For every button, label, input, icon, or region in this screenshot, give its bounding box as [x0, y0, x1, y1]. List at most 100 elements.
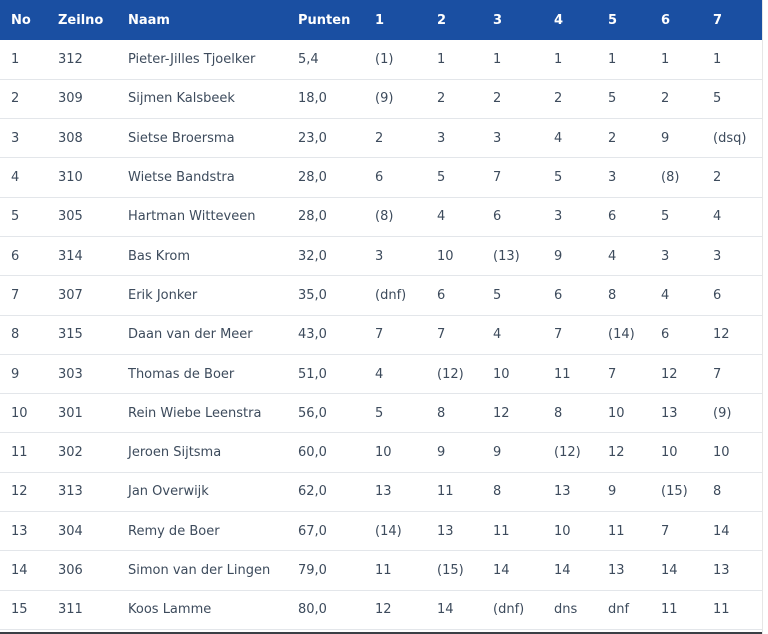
column-header-punten[interactable]: Punten	[298, 12, 351, 28]
cell-race-5: (14)	[608, 327, 635, 343]
cell-race-6: 14	[661, 563, 678, 578]
cell-no: 5	[11, 209, 20, 225]
cell-punten: 5,4	[298, 51, 319, 67]
cell-race-4: 1	[554, 51, 563, 67]
cell-race-2: 8	[437, 405, 446, 421]
cell-race-5: 7	[608, 366, 617, 382]
cell-race-2: 1	[437, 51, 446, 67]
cell-no: 1	[11, 51, 20, 67]
cell-race-2: 4	[437, 209, 446, 225]
cell-punten: 28,0	[298, 209, 327, 225]
cell-no: 4	[11, 170, 20, 186]
table-row: 11 302 Jeroen Sijtsma 60,0 10 9 9 (12) 12 10 10	[0, 433, 762, 473]
table-row: 8 315 Daan van der Meer 43,0 7 7 4 7 (14) 6 12	[0, 315, 762, 355]
cell-race-7: 6	[713, 287, 722, 303]
column-header-race-4[interactable]: 4	[554, 12, 564, 28]
cell-naam: Erik Jonker	[128, 287, 198, 303]
cell-race-7: 13	[713, 563, 730, 578]
cell-naam: Rein Wiebe Leenstra	[128, 405, 262, 421]
cell-race-5: 13	[608, 563, 625, 578]
cell-zeilno: 303	[58, 366, 83, 382]
cell-race-7: 2	[713, 170, 722, 186]
column-header-no[interactable]: No	[11, 12, 31, 28]
cell-no: 12	[11, 484, 28, 500]
column-header-race-6[interactable]: 6	[661, 12, 671, 28]
cell-race-7: (9)	[713, 405, 732, 421]
cell-race-7: 11	[713, 602, 730, 618]
cell-no: 15	[11, 602, 28, 618]
cell-race-5: 11	[608, 523, 625, 539]
cell-race-3: 14	[493, 563, 510, 578]
cell-race-6: 9	[661, 130, 670, 146]
cell-race-2: 5	[437, 170, 446, 186]
cell-zeilno: 301	[58, 405, 83, 421]
cell-punten: 51,0	[298, 366, 327, 382]
cell-zeilno: 315	[58, 327, 83, 343]
column-header-race-1[interactable]: 1	[375, 12, 385, 28]
cell-race-4: 13	[554, 484, 571, 500]
column-header-race-3[interactable]: 3	[493, 12, 503, 28]
cell-race-2: 11	[437, 484, 454, 500]
table-row: 12 313 Jan Overwijk 62,0 13 11 8 13 9 (15) 8	[0, 472, 762, 512]
cell-race-3: 10	[493, 366, 510, 382]
cell-race-2: (15)	[437, 563, 464, 578]
cell-race-7: 4	[713, 209, 722, 225]
cell-punten: 32,0	[298, 248, 327, 264]
cell-race-1: (14)	[375, 523, 402, 539]
cell-race-7: 3	[713, 248, 722, 264]
cell-race-4: (12)	[554, 445, 581, 461]
cell-naam: Koos Lamme	[128, 602, 212, 618]
cell-naam: Hartman Witteveen	[128, 209, 256, 225]
cell-race-3: 7	[493, 170, 502, 186]
cell-no: 13	[11, 523, 28, 539]
cell-race-5: dnf	[608, 602, 630, 618]
cell-punten: 67,0	[298, 523, 327, 539]
cell-no: 7	[11, 287, 20, 303]
cell-race-6: (15)	[661, 484, 688, 500]
cell-race-3: 11	[493, 523, 510, 539]
cell-punten: 23,0	[298, 130, 327, 146]
cell-race-3: 3	[493, 130, 502, 146]
cell-race-5: 9	[608, 484, 617, 500]
cell-race-2: (12)	[437, 366, 464, 382]
cell-no: 9	[11, 366, 20, 382]
cell-race-1: (dnf)	[375, 287, 407, 303]
table-row: 14 306 Simon van der Lingen 79,0 11 (15) 14 14 1…	[0, 551, 762, 591]
column-header-naam[interactable]: Naam	[128, 12, 170, 28]
cell-race-6: 2	[661, 91, 670, 107]
cell-no: 2	[11, 91, 20, 107]
cell-race-3: (13)	[493, 248, 520, 264]
cell-race-1: 12	[375, 602, 392, 618]
cell-race-7: 10	[713, 445, 730, 461]
column-header-race-7[interactable]: 7	[713, 12, 723, 28]
cell-zeilno: 311	[58, 602, 83, 618]
table-row: 7 307 Erik Jonker 35,0 (dnf) 6 5 6 8 4 6	[0, 276, 762, 316]
cell-race-6: 1	[661, 51, 670, 67]
cell-race-3: 12	[493, 405, 510, 421]
cell-race-3: 6	[493, 209, 502, 225]
cell-punten: 62,0	[298, 484, 327, 500]
cell-race-5: 3	[608, 170, 617, 186]
cell-race-4: dns	[554, 602, 578, 618]
cell-punten: 28,0	[298, 170, 327, 186]
cell-no: 14	[11, 563, 28, 578]
cell-race-1: 10	[375, 445, 392, 461]
cell-zeilno: 313	[58, 484, 83, 500]
cell-zeilno: 307	[58, 287, 83, 303]
cell-race-4: 4	[554, 130, 563, 146]
cell-race-1: (8)	[375, 209, 394, 225]
cell-naam: Simon van der Lingen	[128, 563, 271, 578]
cell-punten: 56,0	[298, 405, 327, 421]
cell-race-4: 7	[554, 327, 563, 343]
column-header-zeilno[interactable]: Zeilno	[58, 12, 104, 28]
cell-race-2: 2	[437, 91, 446, 107]
cell-zeilno: 310	[58, 170, 83, 186]
cell-punten: 43,0	[298, 327, 327, 343]
column-header-race-5[interactable]: 5	[608, 12, 618, 28]
cell-race-3: 8	[493, 484, 502, 500]
cell-race-4: 6	[554, 287, 563, 303]
cell-race-4: 11	[554, 366, 571, 382]
cell-no: 11	[11, 445, 28, 461]
column-header-race-2[interactable]: 2	[437, 12, 447, 28]
